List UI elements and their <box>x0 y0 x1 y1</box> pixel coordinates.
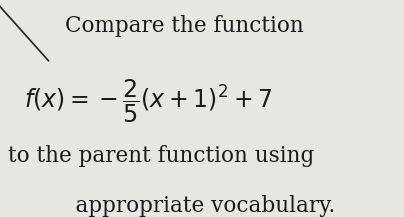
Text: $f(x) = -\dfrac{2}{5}(x + 1)^2 + 7$: $f(x) = -\dfrac{2}{5}(x + 1)^2 + 7$ <box>24 78 273 125</box>
Text: Compare the function: Compare the function <box>65 15 303 37</box>
Text: to the parent function using: to the parent function using <box>8 145 314 167</box>
Text: appropriate vocabulary.: appropriate vocabulary. <box>48 195 336 217</box>
